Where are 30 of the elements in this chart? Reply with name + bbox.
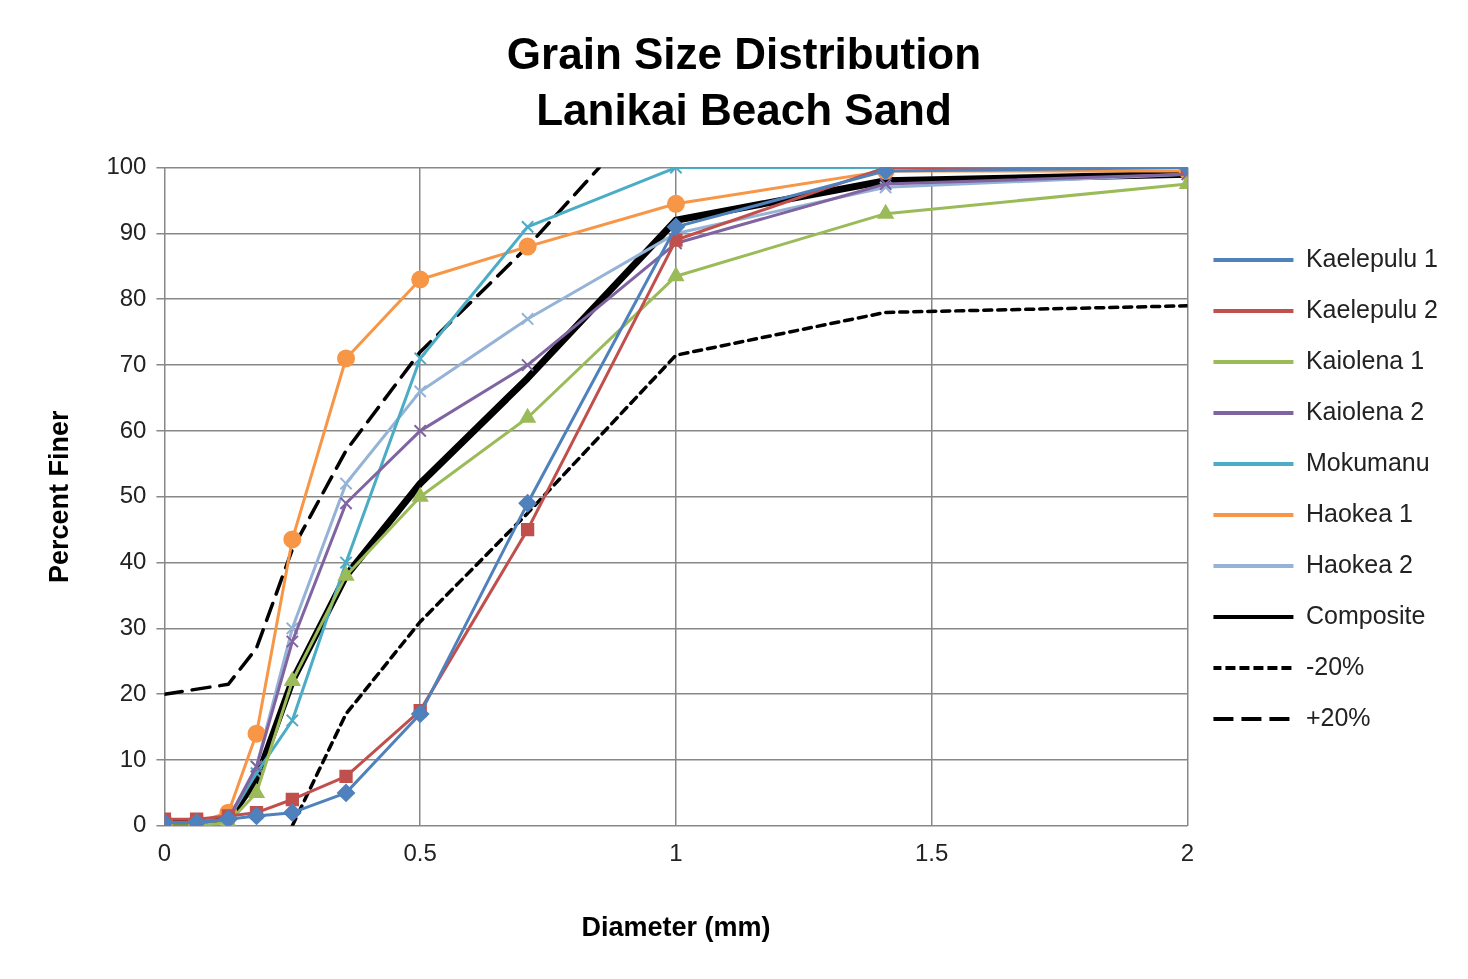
- y-tick-label: 60: [119, 415, 147, 443]
- y-tick-label: 70: [119, 349, 147, 377]
- legend-label: Haokea 2: [1305, 549, 1413, 578]
- y-tick-label: 80: [119, 283, 147, 311]
- x-tick-label: 1: [669, 838, 683, 866]
- x-tick-label: 1.5: [915, 838, 949, 866]
- legend-label: Kaelepulu 1: [1305, 243, 1439, 272]
- legend-label: Mokumanu: [1305, 447, 1430, 476]
- y-tick-label: 30: [119, 612, 147, 640]
- legend-label: Kaiolena 2: [1305, 396, 1425, 425]
- chart-title: Grain Size Distribution: [506, 28, 982, 78]
- y-tick-label: 100: [106, 152, 147, 180]
- y-axis-title: Percent Finer: [43, 409, 74, 583]
- x-tick-label: 0: [157, 838, 172, 866]
- legend-label: Composite: [1305, 600, 1426, 629]
- legend-label: Kaelepulu 2: [1305, 294, 1439, 323]
- x-tick-label: 2: [1180, 838, 1195, 866]
- legend-label: Kaiolena 1: [1305, 345, 1425, 374]
- legend-label: Haokea 1: [1305, 498, 1413, 527]
- x-axis-title: Diameter (mm): [581, 912, 771, 943]
- y-tick-label: 0: [133, 810, 147, 838]
- chart-subtitle: Lanikai Beach Sand: [536, 85, 952, 135]
- y-tick-label: 90: [119, 218, 147, 246]
- y-tick-label: 20: [119, 678, 147, 706]
- y-tick-label: 50: [119, 481, 147, 509]
- x-tick-label: 0.5: [403, 838, 437, 866]
- y-tick-label: 10: [119, 744, 147, 772]
- legend-label: +20%: [1305, 702, 1371, 731]
- y-tick-label: 40: [119, 547, 147, 575]
- legend-label: -20%: [1305, 651, 1365, 680]
